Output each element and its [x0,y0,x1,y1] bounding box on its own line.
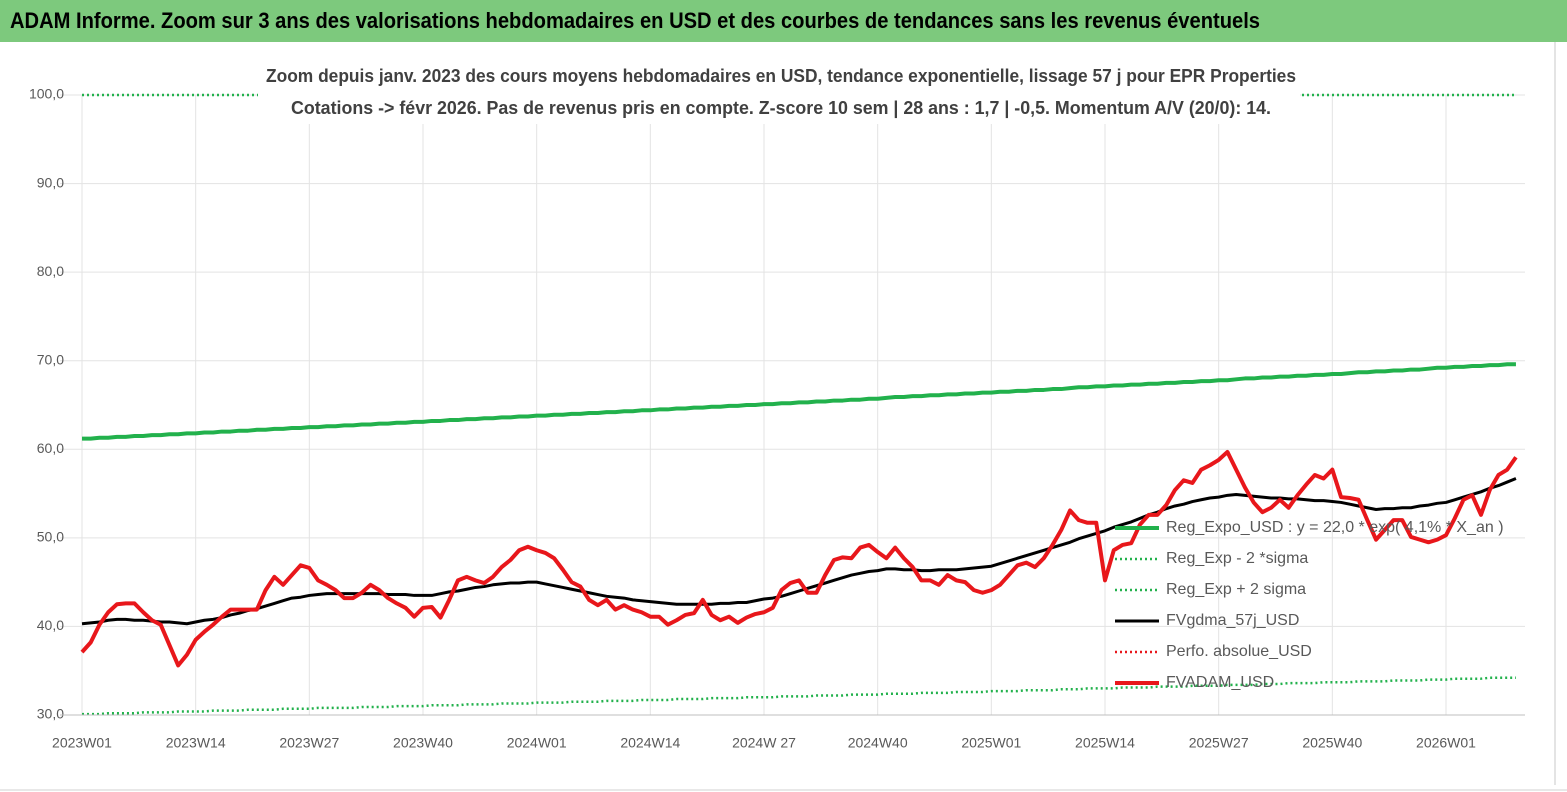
y-tick-label: 70,0 [37,351,64,367]
subtitle: Zoom depuis janv. 2023 des cours moyens … [266,66,1296,86]
legend-label: Reg_Expo_USD : y = 22,0 * exp( 4,1% * X_… [1166,519,1504,536]
legend: Reg_Expo_USD : y = 22,0 * exp( 4,1% * X_… [1115,519,1504,691]
legend-label: Perfo. absolue_USD [1166,643,1312,660]
y-tick-label: 30,0 [37,706,64,722]
legend-label: FVgdma_57j_USD [1166,612,1299,629]
legend-label: Reg_Exp - 2 *sigma [1166,550,1308,567]
x-tick-label: 2024W 27 [732,735,796,751]
subtitle-background [258,62,1300,124]
y-tick-label: 100,0 [29,86,64,102]
x-tick-label: 2025W01 [961,735,1021,751]
series-line [82,676,1516,716]
y-tick-label: 60,0 [37,440,64,456]
x-tick-label: 2023W01 [52,735,112,751]
y-tick-label: 40,0 [37,617,64,633]
chart-title: ADAM Informe. Zoom sur 3 ans des valoris… [10,8,1260,33]
series-line [82,362,1516,441]
y-tick-label: 80,0 [37,263,64,279]
x-tick-label: 2024W40 [848,735,908,751]
x-tick-label: 2025W27 [1189,735,1249,751]
x-tick-label: 2024W14 [620,735,680,751]
x-tick-label: 2026W01 [1416,735,1476,751]
series-line [81,477,1517,626]
x-tick-label: 2025W40 [1302,735,1362,751]
axes: 30,0 40,0 50,0 60,0 70,0 80,0 90,0 100,0 2023W01… [29,86,1525,751]
x-tick-label: 2023W40 [393,735,453,751]
x-tick-label: 2023W27 [279,735,339,751]
series-line [80,449,1518,668]
x-tick-label: 2023W14 [166,735,226,751]
x-tick-label: 2024W01 [507,735,567,751]
y-tick-label: 90,0 [37,174,64,190]
subtitle: Cotations -> févr 2026. Pas de revenus p… [291,98,1271,118]
x-tick-label: 2025W14 [1075,735,1135,751]
y-tick-label: 50,0 [37,529,64,545]
legend-label: Reg_Exp + 2 sigma [1166,581,1306,598]
legend-label: FVADAM_USD [1166,674,1274,691]
header-bar [0,0,1567,42]
